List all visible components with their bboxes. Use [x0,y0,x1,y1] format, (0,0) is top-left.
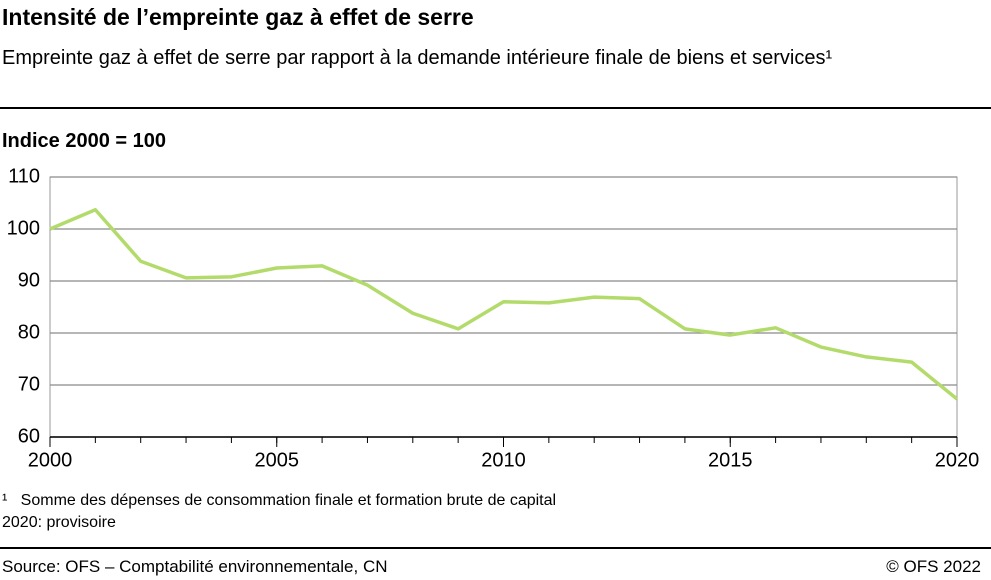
chart-subtitle: Empreinte gaz à effet de serre par rappo… [2,47,833,69]
copyright: © OFS 2022 [886,557,981,576]
y-tick-label: 100 [7,217,40,239]
footnote: ¹ Somme des dépenses de consommation fin… [2,492,557,509]
rule [0,107,991,109]
footnote: 2020: provisoire [2,514,116,531]
x-tick-label: 2020 [935,449,980,471]
y-tick-label: 80 [18,321,40,343]
y-tick-label: 60 [18,425,40,447]
chart-title: Intensité de l’empreinte gaz à effet de … [2,4,474,30]
y-tick-label: 70 [18,373,40,395]
y-axis-label: Indice 2000 = 100 [2,130,167,152]
chart: 60 70 80 90 100 110 2000 2005 2010 2015 2020 [7,165,980,471]
plot-area [49,176,958,438]
x-tick-label: 2005 [255,449,300,471]
x-tick-label: 2015 [708,449,753,471]
y-tick-label: 110 [8,165,40,187]
x-tick-label: 2010 [481,449,526,471]
data-line [49,208,959,401]
x-tick-label: 2000 [28,449,73,471]
rule [0,547,991,549]
y-tick-label: 90 [18,269,40,291]
source: Source: OFS – Comptabilité environnement… [2,557,388,576]
